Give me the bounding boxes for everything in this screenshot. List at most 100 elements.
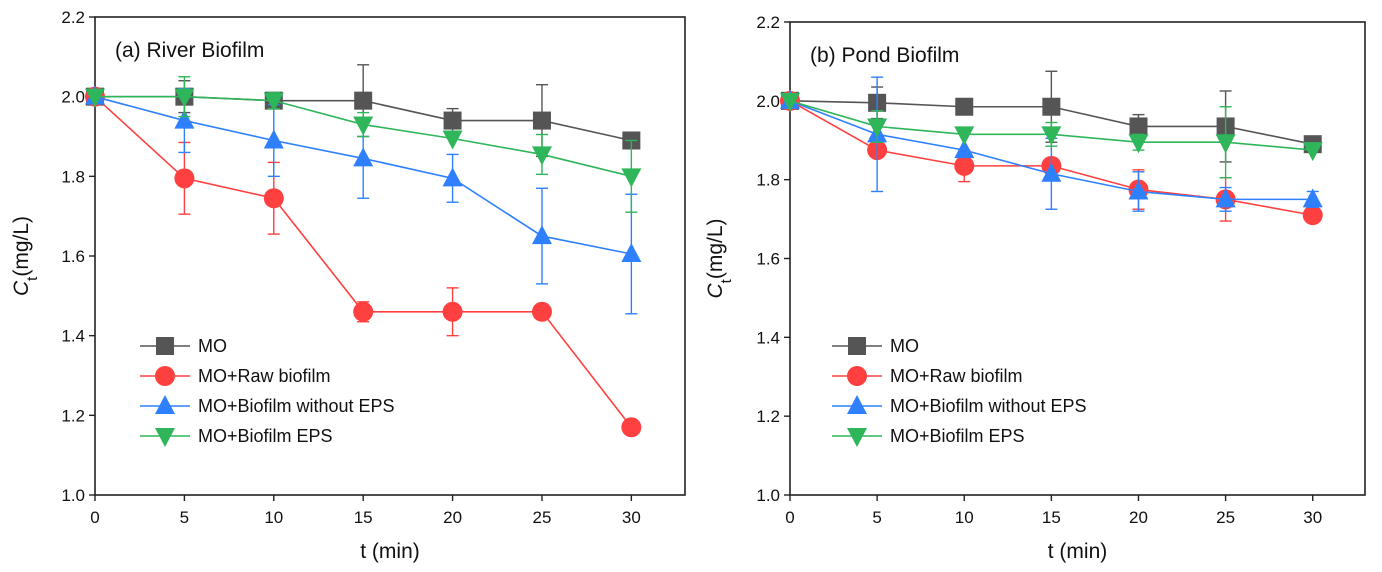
data-point [1128, 180, 1149, 200]
legend-marker [847, 428, 867, 447]
y-axis-title-main: C [704, 283, 727, 299]
data-point [1302, 205, 1323, 226]
chart-panel-a: 0 5 10 15 20 25 30 1.0 1.2 1.4 1.6 1.8 2.0 2.2 t (min)… [10, 8, 686, 563]
legend-marker [156, 337, 174, 355]
series-circle [85, 86, 642, 438]
data-point [954, 155, 975, 176]
y-tick-label: 1.2 [756, 407, 780, 426]
data-point [621, 168, 642, 188]
x-tick-label: 15 [354, 508, 373, 527]
x-tick-label: 0 [90, 508, 99, 527]
series-triangle-down [780, 92, 1323, 179]
legend-label: MO+Biofilm without EPS [198, 396, 395, 416]
data-point [353, 116, 374, 136]
data-point [174, 109, 195, 129]
data-point [955, 97, 974, 116]
y-tick-label: 1.6 [756, 250, 780, 269]
data-point [1041, 162, 1062, 182]
data-point [353, 147, 374, 167]
data-point [1302, 142, 1323, 162]
data-point [531, 225, 552, 245]
data-point [442, 167, 463, 187]
legend-label: MO+Biofilm without EPS [890, 396, 1087, 416]
data-point [1128, 134, 1149, 154]
y-tick-label: 1.0 [756, 486, 780, 505]
y-tick-label: 2.0 [61, 88, 85, 107]
plot-frame [789, 21, 1366, 496]
y-tick-label: 1.4 [61, 327, 85, 346]
y-tick-label: 2.2 [61, 8, 85, 27]
panel-title: (b) Pond Biofilm [810, 44, 959, 67]
x-tick-label: 30 [1303, 508, 1322, 527]
legend-label: MO+Raw biofilm [890, 366, 1023, 386]
y-axis-title-unit: (mg/L) [704, 218, 727, 279]
data-point [85, 88, 105, 108]
y-tick-label: 2.0 [756, 92, 780, 111]
series-triangle-down [85, 76, 642, 213]
legend: MO MO+Raw biofilm MO+Biofilm without EPS MO… [832, 336, 1087, 447]
x-tick-label: 5 [180, 508, 189, 527]
x-tick-label: 15 [1042, 508, 1061, 527]
x-tick-label: 30 [622, 508, 641, 527]
data-point [1215, 188, 1236, 208]
data-point [442, 130, 463, 150]
data-point [174, 168, 195, 189]
data-point [531, 301, 552, 322]
x-tick-label: 25 [1216, 508, 1235, 527]
data-point [442, 301, 463, 322]
y-axis-title: Ct(mg/L) [10, 216, 41, 296]
legend: MO MO+Raw biofilm MO+Biofilm without EPS MO… [140, 336, 395, 447]
y-tick-label: 2.2 [756, 13, 780, 32]
legend-marker [155, 428, 175, 447]
data-point [532, 111, 551, 130]
x-axis-title: t (min) [1048, 540, 1108, 563]
data-point [354, 91, 373, 110]
x-tick-label: 0 [785, 508, 794, 527]
panel-title: (a) River Biofilm [115, 39, 264, 62]
chart-panel-b: 0 5 10 15 20 25 30 1.0 1.2 1.4 1.6 1.8 2.0 2.2 t (min)… [704, 13, 1366, 563]
y-tick-label: 1.8 [756, 171, 780, 190]
data-point [954, 126, 975, 146]
data-point [443, 111, 462, 130]
data-point [867, 118, 888, 138]
data-point [263, 92, 284, 112]
legend-label: MO [890, 336, 919, 356]
legend-label: MO+Biofilm EPS [198, 426, 333, 446]
series-triangle-up [85, 85, 642, 315]
x-tick-label: 20 [443, 508, 462, 527]
data-point [1042, 97, 1061, 116]
y-tick-label: 1.6 [61, 247, 85, 266]
y-tick-label: 1.8 [61, 167, 85, 186]
data-point [353, 301, 374, 322]
legend-marker [847, 366, 867, 386]
y-axis-title-sub: t [718, 278, 735, 283]
data-point [621, 417, 642, 438]
data-point [1129, 117, 1148, 136]
x-tick-label: 10 [264, 508, 283, 527]
legend-label: MO+Raw biofilm [198, 366, 331, 386]
legend-marker [847, 395, 867, 414]
x-tick-label: 25 [533, 508, 552, 527]
legend-label: MO+Biofilm EPS [890, 426, 1025, 446]
data-point [954, 139, 975, 159]
data-point [263, 129, 284, 149]
data-point [531, 146, 552, 166]
series-triangle-up [780, 76, 1323, 212]
data-point [263, 188, 284, 209]
legend-marker [155, 366, 175, 386]
legend-marker [848, 337, 866, 355]
y-tick-label: 1.2 [61, 406, 85, 425]
x-tick-label: 10 [955, 508, 974, 527]
data-point [780, 92, 800, 112]
y-axis-title-main: C [10, 280, 33, 296]
x-tick-label: 5 [872, 508, 881, 527]
x-axis-title: t (min) [360, 540, 420, 563]
y-tick-label: 1.0 [61, 486, 85, 505]
data-point [1215, 134, 1236, 154]
legend-marker [155, 395, 175, 414]
x-tick-label: 20 [1129, 508, 1148, 527]
y-tick-label: 1.4 [756, 328, 780, 347]
y-axis-title-sub: t [24, 276, 41, 281]
legend-label: MO [198, 336, 227, 356]
